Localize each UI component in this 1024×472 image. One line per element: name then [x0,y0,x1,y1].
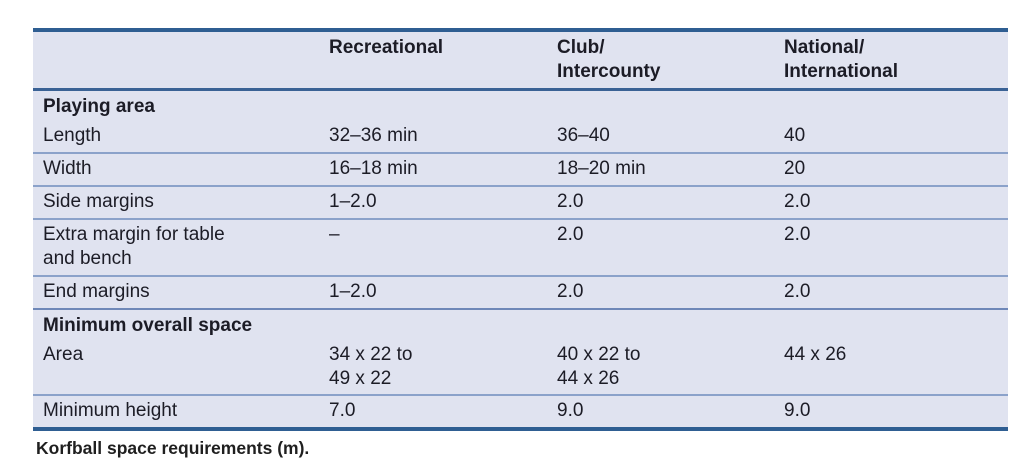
column-header-blank [33,30,321,92]
cell-end-margins-club: 2.0 [549,275,776,310]
table-row-end-margins: End margins 1–2.0 2.0 2.0 [33,275,1008,310]
korfball-space-requirements-table: Recreational Club/ Intercounty National/… [33,28,1008,432]
cell-minimum-height-recreational: 7.0 [329,400,356,422]
section-title: Minimum overall space [43,314,253,336]
cell-area-recreational: 34 x 22 to 49 x 22 [321,339,549,397]
cell-length-national: 40 [776,121,1008,154]
cell-width-club: 18–20 min [549,152,776,187]
row-label: Length [33,121,321,154]
cell-end-margins-recreational: 1–2.0 [321,275,549,310]
cell-area-club: 40 x 22 to 44 x 26 [549,339,776,397]
cell-side-margins-recreational: 1–2.0 [321,185,549,220]
row-label: Width [33,152,321,187]
cell-extra-margin-recreational: – [321,218,549,277]
cell-width-recreational: 16–18 min [321,152,549,187]
column-header-national-international: National/ International [776,30,1008,92]
cell-minimum-height-club: 9.0 [557,400,584,422]
table-row-minimum-height: Minimum height 7.0 9.0 9.0 [33,395,1008,429]
row-label: Area [33,339,321,397]
table-row-area: Area 34 x 22 to 49 x 22 40 x 22 to 44 x … [33,339,1008,397]
row-label: Extra margin for table and bench [33,218,321,277]
table-row-length: Length 32–36 min 36–40 40 [33,121,1008,154]
section-row-playing-area: Playing area [33,90,1008,121]
cell-length-recreational: 32–36 min [321,121,549,154]
section-title: Playing area [43,96,155,118]
cell-side-margins-club: 2.0 [549,185,776,220]
cell-extra-margin-national: 2.0 [776,218,1008,277]
row-label: Side margins [33,185,321,220]
cell-area-national: 44 x 26 [776,339,1008,397]
row-label: Minimum height [43,400,178,422]
cell-side-margins-national: 2.0 [776,185,1008,220]
row-label: End margins [33,275,321,310]
cell-minimum-height-national: 9.0 [784,400,811,422]
table-row-extra-margin: Extra margin for table and bench – 2.0 2… [33,218,1008,277]
table-row-width: Width 16–18 min 18–20 min 20 [33,152,1008,187]
column-header-recreational: Recreational [321,30,549,92]
column-header-club-intercounty: Club/ Intercounty [549,30,776,92]
section-row-minimum-overall-space: Minimum overall space [33,309,1008,340]
table-caption: Korfball space requirements (m). [36,438,310,458]
cell-end-margins-national: 2.0 [776,275,1008,310]
table-row-side-margins: Side margins 1–2.0 2.0 2.0 [33,185,1008,220]
cell-extra-margin-club: 2.0 [549,218,776,277]
header-row: Recreational Club/ Intercounty National/… [33,30,1008,92]
cell-length-club: 36–40 [549,121,776,154]
cell-width-national: 20 [776,152,1008,187]
